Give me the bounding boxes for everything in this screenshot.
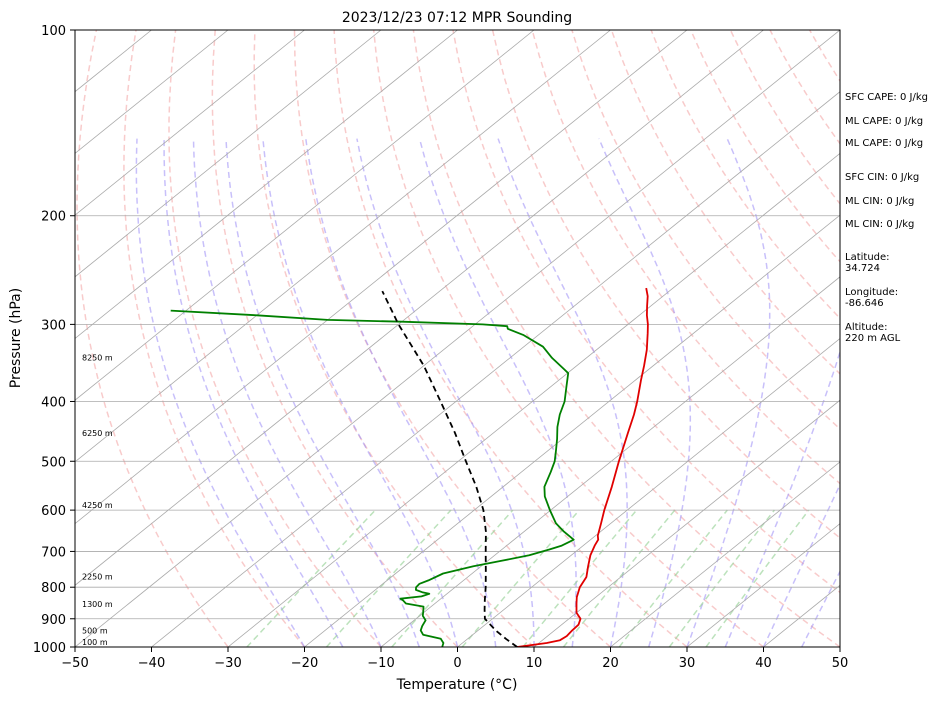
y-tick-label: 1000 <box>33 641 66 656</box>
y-tick-label: 900 <box>41 613 66 628</box>
dry-adiabat <box>169 30 381 647</box>
moist-adiabat <box>725 139 871 647</box>
y-tick-label: 600 <box>41 504 66 519</box>
side-annotation: Longitude: <box>845 287 898 298</box>
side-annotation: Latitude: <box>845 252 890 263</box>
dry-adiabat <box>413 30 840 647</box>
height-label: 2250 m <box>82 572 113 581</box>
height-label: 500 m <box>82 627 108 636</box>
height-label: 8250 m <box>82 354 113 363</box>
dry-adiabat <box>212 30 457 647</box>
x-axis-title: Temperature (°C) <box>396 677 518 693</box>
x-tick-label: −10 <box>367 656 394 671</box>
x-tick-label: 10 <box>526 656 543 671</box>
x-tick-label: −30 <box>214 656 241 671</box>
x-tick-label: −50 <box>61 656 88 671</box>
side-annotation: 220 m AGL <box>845 333 901 344</box>
x-tick-label: 40 <box>755 656 772 671</box>
side-annotation: ML CAPE: 0 J/kg <box>845 138 923 149</box>
mixing-ratio-line <box>523 510 637 647</box>
mixing-ratio-line <box>247 510 375 647</box>
side-annotation: ML CAPE: 0 J/kg <box>845 116 923 127</box>
dry-adiabat <box>929 30 947 647</box>
chart-title: 2023/12/23 07:12 MPR Sounding <box>342 10 572 26</box>
y-tick-label: 200 <box>41 210 66 225</box>
height-label: 1300 m <box>82 600 113 609</box>
y-tick-label: 800 <box>41 581 66 596</box>
x-tick-label: 0 <box>453 656 461 671</box>
x-tick-label: −40 <box>138 656 165 671</box>
side-annotation: -86.646 <box>845 298 884 309</box>
dry-adiabat <box>254 30 534 647</box>
dry-adiabat <box>374 30 764 647</box>
moist-adiabat <box>764 139 947 647</box>
isotherm <box>0 30 611 647</box>
side-annotation: SFC CIN: 0 J/kg <box>845 172 919 183</box>
mixing-ratio-line <box>462 510 579 647</box>
moist-adiabat <box>802 139 947 647</box>
moist-adiabat <box>164 139 343 647</box>
height-label: 4250 m <box>82 501 113 510</box>
moist-adiabat <box>498 139 627 647</box>
y-tick-label: 100 <box>41 24 66 39</box>
profile-line <box>517 288 648 647</box>
isotherm <box>0 30 458 647</box>
x-tick-label: −20 <box>291 656 318 671</box>
dry-adiabat <box>77 30 228 647</box>
height-label: 6250 m <box>82 429 113 438</box>
moist-adiabat <box>263 139 458 647</box>
side-annotation: 34.724 <box>845 263 880 274</box>
moist-adiabat <box>599 139 690 647</box>
y-tick-label: 300 <box>41 318 66 333</box>
x-tick-label: 30 <box>679 656 696 671</box>
dry-adiabat <box>334 30 687 647</box>
side-annotation: SFC CAPE: 0 J/kg <box>845 92 928 103</box>
isotherm <box>0 30 228 647</box>
x-tick-label: 20 <box>602 656 619 671</box>
moist-adiabat <box>357 139 534 647</box>
y-axis-title: Pressure (hPa) <box>8 288 24 388</box>
y-tick-label: 700 <box>41 545 66 560</box>
height-label: 100 m <box>82 638 108 647</box>
x-tick-label: 50 <box>832 656 849 671</box>
side-annotation: ML CIN: 0 J/kg <box>845 219 914 230</box>
y-tick-label: 500 <box>41 455 66 470</box>
side-annotation: Altitude: <box>845 322 887 333</box>
y-tick-label: 400 <box>41 395 66 410</box>
moist-adiabat <box>136 139 304 647</box>
side-annotation: ML CIN: 0 J/kg <box>845 196 914 207</box>
